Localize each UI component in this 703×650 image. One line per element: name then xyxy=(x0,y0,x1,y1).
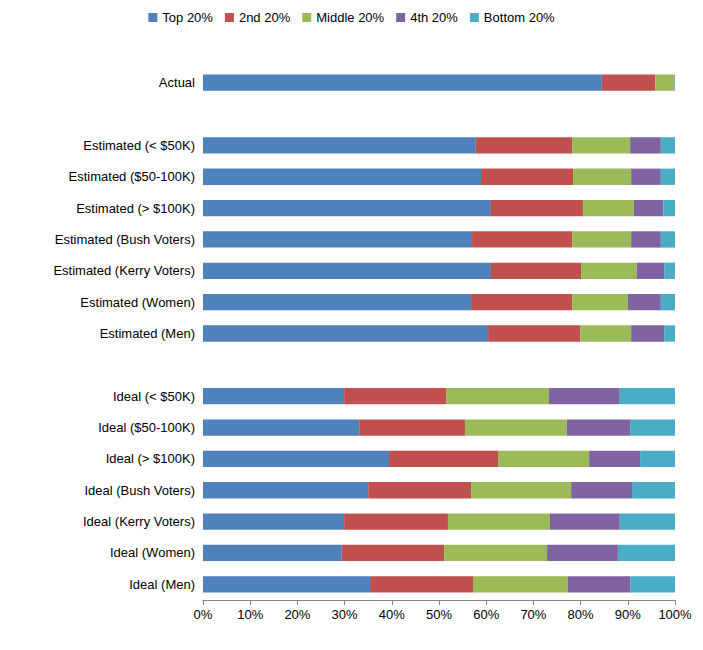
svg-text:Ideal (Bush Voters): Ideal (Bush Voters) xyxy=(84,483,195,498)
svg-text:20%: 20% xyxy=(284,607,310,622)
svg-text:Ideal ($50-100K): Ideal ($50-100K) xyxy=(98,420,195,435)
svg-text:50%: 50% xyxy=(426,607,452,622)
svg-text:Estimated (Women): Estimated (Women) xyxy=(80,295,195,310)
svg-text:Ideal (Kerry Voters): Ideal (Kerry Voters) xyxy=(83,514,195,529)
svg-text:Estimated (Kerry Voters): Estimated (Kerry Voters) xyxy=(53,263,195,278)
svg-text:30%: 30% xyxy=(332,607,358,622)
svg-text:Estimated (Men): Estimated (Men) xyxy=(100,326,195,341)
svg-text:Estimated (> $100K): Estimated (> $100K) xyxy=(76,201,195,216)
svg-text:Middle 20%: Middle 20% xyxy=(316,10,384,25)
svg-text:Estimated ($50-100K): Estimated ($50-100K) xyxy=(69,169,195,184)
svg-text:4th 20%: 4th 20% xyxy=(410,10,458,25)
svg-text:90%: 90% xyxy=(615,607,641,622)
svg-text:70%: 70% xyxy=(520,607,546,622)
svg-text:0%: 0% xyxy=(194,607,213,622)
svg-text:Ideal (> $100K): Ideal (> $100K) xyxy=(106,451,195,466)
svg-text:40%: 40% xyxy=(379,607,405,622)
svg-text:100%: 100% xyxy=(658,607,692,622)
svg-text:Top 20%: Top 20% xyxy=(162,10,213,25)
svg-text:Bottom 20%: Bottom 20% xyxy=(484,10,555,25)
svg-text:Actual: Actual xyxy=(159,75,195,90)
svg-text:Ideal (< $50K): Ideal (< $50K) xyxy=(113,389,195,404)
svg-text:10%: 10% xyxy=(237,607,263,622)
svg-text:Ideal (Men): Ideal (Men) xyxy=(129,577,195,592)
svg-text:Ideal (Women): Ideal (Women) xyxy=(110,545,195,560)
svg-text:60%: 60% xyxy=(473,607,499,622)
svg-text:Estimated (Bush Voters): Estimated (Bush Voters) xyxy=(55,232,195,247)
svg-text:Estimated (< $50K): Estimated (< $50K) xyxy=(83,138,195,153)
svg-text:2nd 20%: 2nd 20% xyxy=(239,10,291,25)
svg-text:80%: 80% xyxy=(568,607,594,622)
